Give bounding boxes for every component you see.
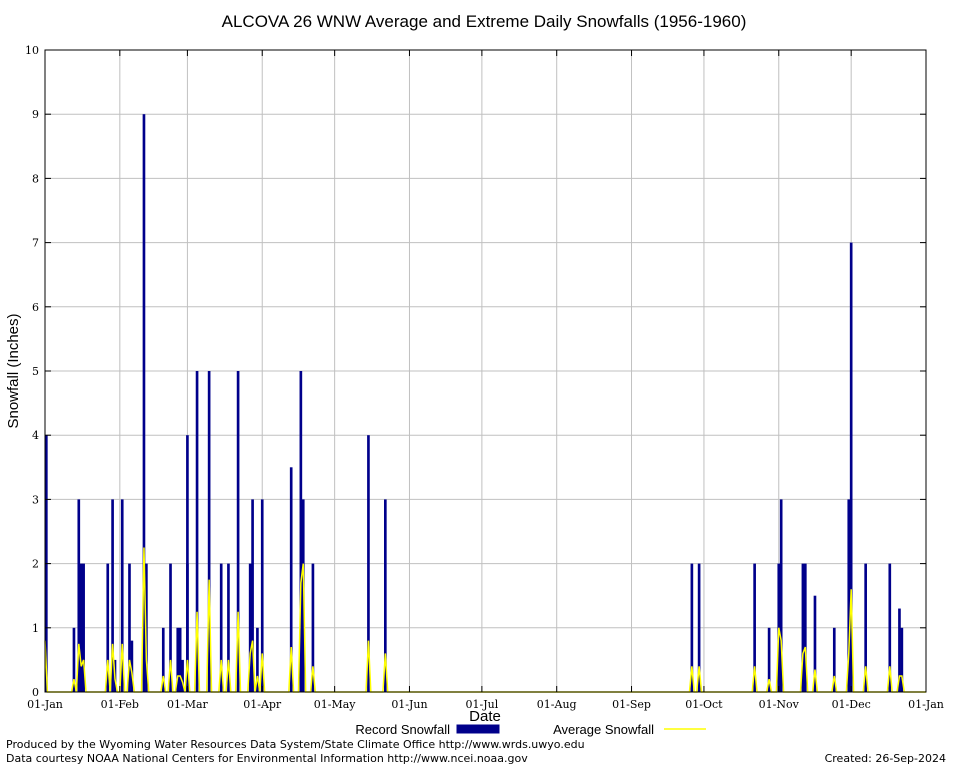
x-tick-label: 01-Sep [612, 698, 651, 711]
record-bar [898, 608, 901, 692]
x-tick-label: 01-May [314, 698, 357, 711]
record-bar [77, 499, 81, 692]
record-bar [186, 563, 189, 692]
record-bar [142, 114, 146, 692]
record-bar [79, 563, 83, 692]
record-bar [260, 499, 264, 692]
chart-title: ALCOVA 26 WNW Average and Extreme Daily … [222, 12, 747, 31]
y-tick-label: 6 [32, 301, 39, 314]
y-tick-label: 3 [32, 493, 39, 506]
y-tick-label: 4 [32, 429, 39, 442]
record-bar [311, 563, 315, 692]
x-tick-label: 01-Dec [832, 698, 871, 711]
x-tick-label: 01-Nov [759, 698, 800, 711]
record-bar [801, 563, 805, 692]
record-bar [176, 627, 180, 692]
record-bar [256, 627, 259, 692]
record-bar [227, 563, 230, 692]
record-bar [697, 563, 701, 692]
record-bar [106, 563, 110, 692]
footer-created: Created: 26-Sep-2024 [824, 752, 946, 765]
record-bar [181, 659, 184, 692]
record-bar [251, 499, 254, 692]
x-tick-label: 01-Aug [537, 698, 577, 711]
record-bar [864, 563, 867, 692]
record-bar [178, 627, 182, 692]
record-bar [299, 371, 303, 692]
record-bar [169, 563, 172, 692]
record-bar [207, 371, 211, 692]
x-tick-label: 01-Oct [685, 698, 723, 711]
y-tick-label: 7 [32, 237, 39, 250]
record-bar [128, 563, 131, 692]
record-bar [888, 563, 892, 692]
y-tick-label: 10 [25, 44, 39, 57]
record-bar [72, 627, 76, 692]
x-tick-label: 01-Jun [391, 698, 427, 711]
record-bar [847, 499, 851, 692]
record-bar [767, 627, 771, 692]
x-tick-label: 01-Mar [167, 698, 209, 711]
record-bar [779, 499, 783, 692]
record-bar [813, 595, 817, 692]
footer-produced-by: Produced by the Wyoming Water Resources … [6, 738, 585, 751]
legend-label-record: Record Snowfall [355, 722, 450, 737]
y-tick-label: 8 [32, 172, 39, 185]
record-bar [82, 563, 85, 692]
record-bar [111, 499, 114, 692]
x-axis-ticks: 01-Jan 01-Feb 01-Mar 01-Apr 01-May 01-Jun 01-J… [27, 50, 944, 711]
legend-label-average: Average Snowfall [553, 722, 654, 737]
record-bar [289, 467, 293, 692]
y-axis-label: Snowfall (Inches) [5, 313, 22, 428]
record-bar [161, 627, 165, 692]
record-bar [236, 371, 240, 692]
y-tick-label: 2 [32, 558, 39, 571]
x-tick-label: 01-Jan [908, 698, 944, 711]
y-tick-label: 1 [32, 622, 39, 635]
record-bar [384, 499, 387, 692]
record-bar [832, 627, 836, 692]
x-tick-label: 01-Apr [243, 698, 282, 711]
y-tick-label: 9 [32, 108, 39, 121]
record-bar [367, 435, 370, 692]
x-tick-label: 01-Jul [466, 698, 499, 711]
x-tick-label: 01-Jan [27, 698, 63, 711]
record-bar [195, 371, 199, 692]
x-tick-label: 01-Feb [101, 698, 139, 711]
record-bar [248, 563, 252, 692]
x-axis-label: Date [469, 708, 501, 725]
legend-swatch-record [456, 724, 500, 734]
record-bar [130, 640, 134, 692]
y-tick-label: 5 [32, 365, 39, 378]
record-bar [753, 563, 756, 692]
record-bar [219, 563, 223, 692]
record-bar [849, 242, 853, 692]
y-axis-ticks: 0 1 2 3 4 5 6 7 8 9 10 [25, 44, 926, 699]
record-bar [803, 563, 807, 692]
record-bar [120, 499, 124, 692]
record-bar [690, 563, 694, 692]
record-bar [900, 627, 904, 692]
y-tick-label: 0 [32, 686, 39, 699]
footer-data-courtesy: Data courtesy NOAA National Centers for … [6, 752, 528, 765]
legend: Record Snowfall Average Snowfall [355, 722, 706, 737]
